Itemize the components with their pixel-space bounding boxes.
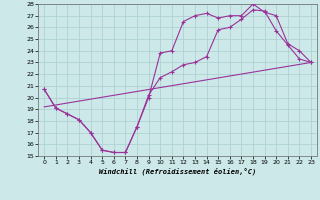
X-axis label: Windchill (Refroidissement éolien,°C): Windchill (Refroidissement éolien,°C) bbox=[99, 168, 256, 175]
